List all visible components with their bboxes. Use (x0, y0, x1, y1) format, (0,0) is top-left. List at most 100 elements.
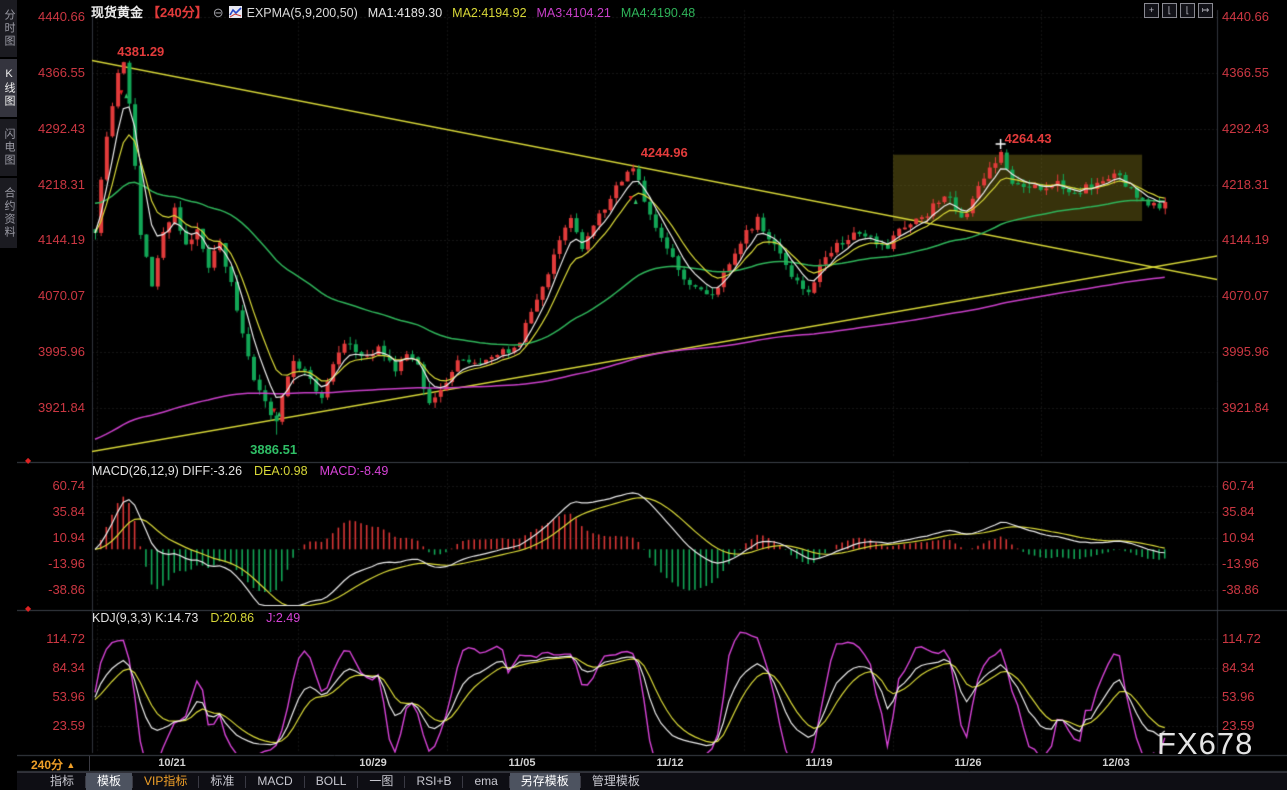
axis-price-label: 4144.19 (1222, 232, 1269, 248)
axis-price-label: 3995.96 (38, 344, 85, 360)
price-annotation: 4381.29 (117, 43, 165, 59)
scale-y-icon[interactable]: ⌊ (1180, 3, 1195, 18)
scale-x-icon[interactable]: ⌊ (1162, 3, 1177, 18)
price-annotation: 4244.96 (640, 145, 688, 161)
toolbar-separator (245, 775, 247, 788)
axis-price-label: 3921.84 (1222, 400, 1269, 416)
axis-price-label: 84.34 (52, 660, 85, 675)
price-annotation: 4264.43 (1004, 130, 1052, 146)
date-tick-label: 12/03 (1102, 757, 1130, 769)
date-tick-label: 11/26 (954, 757, 982, 769)
toolbar-separator (132, 775, 134, 788)
bottom-toolbar: 指标 模板 VIP指标 标准 MACD BOLL 一图 RSI+B ema 另存模板 管理模板 (17, 772, 1287, 790)
toolbar-item-RSI+B[interactable]: RSI+B (416, 774, 452, 788)
axis-price-label: 4292.43 (38, 120, 85, 136)
date-tick-label: 11/19 (805, 757, 833, 769)
indicator-reading: MACD:-8.49 (319, 464, 389, 478)
instrument-title: 现货黄金 (91, 5, 144, 20)
axis-price-label: 4366.55 (38, 64, 85, 80)
toolbar-item-管理模板[interactable]: 管理模板 (591, 774, 640, 788)
indicator-label: EXPMA(5,9,200,50) (246, 6, 358, 20)
axis-price-label: 10.94 (1222, 529, 1255, 545)
axis-price-label: 4440.66 (1222, 9, 1269, 24)
panel-splitter-icon[interactable]: ◆ (25, 456, 32, 465)
toolbar-item-ema[interactable]: ema (474, 774, 498, 788)
sidebar-tab-闪电图[interactable]: 闪电图 (0, 119, 17, 176)
watermark: FX678 (1157, 726, 1254, 761)
date-tick-label: 10/29 (359, 757, 387, 769)
sidebar-tab-合约资料[interactable]: 合约资料 (0, 178, 17, 248)
left-tab-rail: 分时图 K线图闪电图合约资料 (0, 0, 17, 790)
axis-price-label: 4218.31 (38, 176, 85, 192)
axis-price-label: -38.86 (48, 581, 85, 597)
axis-price-label: 4218.31 (1222, 176, 1269, 192)
sidebar-tab-K线图[interactable]: K线图 (0, 59, 17, 117)
toolbar-item-MACD[interactable]: MACD (257, 774, 293, 788)
axis-price-label: 4366.55 (1222, 64, 1269, 80)
window-layout-icons: + ⌊ ⌊ ↦ (1144, 3, 1213, 18)
time-axis: 240分 ▲ 10/21 10/29 11/05 11/12 11/19 11/26 12/… (17, 756, 1287, 772)
panel-splitter-icon[interactable]: ◆ (25, 604, 32, 613)
toolbar-separator (462, 775, 464, 788)
toolbar-separator (303, 775, 305, 788)
period-label: 【240分】 (147, 5, 208, 20)
chart-header: 现货黄金 【240分】 ⊖ EXPMA(5,9,200,50) MA1:4189.30 M… (91, 2, 696, 20)
axis-price-label: 3995.96 (1222, 344, 1269, 360)
axis-price-label: 53.96 (52, 689, 85, 704)
axis-price-label: 23.59 (52, 717, 85, 733)
chart-type-icon[interactable] (228, 6, 242, 18)
ma-value: MA1:4189.30 (367, 6, 443, 20)
toolbar-separator (579, 775, 581, 788)
ma-value: MA4:4190.48 (620, 6, 696, 20)
axis-price-label: 10.94 (52, 529, 85, 545)
axis-price-label: 60.74 (52, 478, 85, 493)
axis-price-label: 4070.07 (38, 288, 85, 304)
period-selector[interactable]: 240分 ▲ (31, 758, 76, 772)
toolbar-separator (508, 775, 510, 788)
axis-price-label: 4292.43 (1222, 120, 1269, 136)
axis-price-label: 114.72 (1222, 631, 1261, 646)
zoom-out-icon[interactable]: ⊖ (212, 5, 224, 20)
time-axis-divider (89, 756, 90, 771)
toolbar-separator (85, 775, 87, 788)
indicator-reading: J:2.49 (266, 611, 301, 625)
toolbar-separator (357, 775, 359, 788)
axis-price-label: 114.72 (46, 631, 85, 646)
toolbar-item-指标[interactable]: 指标 (50, 774, 75, 788)
toolbar-item-另存模板[interactable]: 另存模板 (509, 773, 580, 790)
axis-price-label: 35.84 (52, 503, 85, 519)
axis-price-label: 23.59 (1222, 717, 1255, 733)
date-tick-label: 11/05 (508, 757, 536, 769)
axis-price-label: -13.96 (48, 555, 85, 571)
macd-panel-header: MACD(26,12,9) DIFF:-3.26 DEA:0.98 MACD:-8.… (92, 464, 400, 478)
toolbar-item-VIP指标[interactable]: VIP指标 (144, 774, 188, 788)
kdj-panel-header: KDJ(9,3,3) K:14.73 D:20.86 J:2.49 (92, 611, 312, 625)
toolbar-separator (198, 775, 200, 788)
axis-price-label: 60.74 (1222, 478, 1255, 493)
axis-price-label: -38.86 (1222, 581, 1259, 597)
axis-price-label: 84.34 (1222, 660, 1255, 675)
axis-price-label: 53.96 (1222, 689, 1255, 704)
toolbar-item-标准[interactable]: 标准 (210, 774, 235, 788)
axis-price-label: 3921.84 (38, 400, 85, 416)
chart-main-area: 现货黄金 【240分】 ⊖ EXPMA(5,9,200,50) MA1:4189.30 M… (17, 0, 1287, 790)
axis-price-label: 4440.66 (38, 9, 85, 24)
date-tick-label: 10/21 (158, 757, 186, 769)
indicator-reading: MACD(26,12,9) DIFF:-3.26 (92, 464, 243, 478)
axis-price-label: 4070.07 (1222, 288, 1269, 304)
date-tick-label: 11/12 (656, 757, 684, 769)
axis-price-label: 4144.19 (38, 232, 85, 248)
shift-right-icon[interactable]: ↦ (1198, 3, 1213, 18)
toolbar-item-模板[interactable]: 模板 (86, 773, 133, 790)
indicator-reading: KDJ(9,3,3) K:14.73 (92, 611, 199, 625)
sidebar-tab-分时图[interactable]: 分时图 (0, 0, 17, 57)
pan-icon[interactable]: + (1144, 3, 1159, 18)
indicator-reading: DEA:0.98 (254, 464, 308, 478)
axis-price-label: -13.96 (1222, 555, 1259, 571)
ma-value: MA2:4194.92 (452, 6, 527, 20)
candlestick-chart-canvas[interactable] (17, 0, 1287, 790)
toolbar-item-一图[interactable]: 一图 (369, 774, 394, 788)
toolbar-item-BOLL[interactable]: BOLL (315, 774, 347, 788)
toolbar-separator (404, 775, 406, 788)
